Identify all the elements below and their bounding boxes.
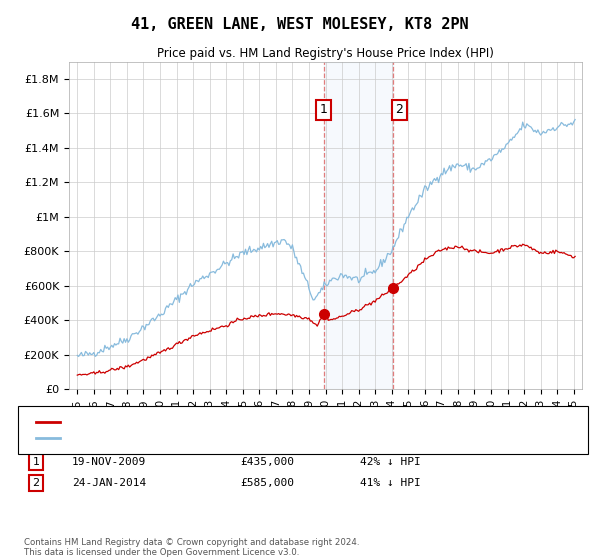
Text: £435,000: £435,000 [240,457,294,467]
Text: 2: 2 [395,104,403,116]
Text: 1: 1 [32,457,40,467]
Text: 41, GREEN LANE, WEST MOLESEY, KT8 2PN: 41, GREEN LANE, WEST MOLESEY, KT8 2PN [131,17,469,32]
Text: 42% ↓ HPI: 42% ↓ HPI [360,457,421,467]
Text: HPI: Average price, detached house, Elmbridge: HPI: Average price, detached house, Elmb… [66,433,312,444]
Bar [323,62,393,389]
Title: Price paid vs. HM Land Registry's House Price Index (HPI): Price paid vs. HM Land Registry's House … [157,48,494,60]
Text: £585,000: £585,000 [240,478,294,488]
Text: 24-JAN-2014: 24-JAN-2014 [72,478,146,488]
Text: Contains HM Land Registry data © Crown copyright and database right 2024.
This d: Contains HM Land Registry data © Crown c… [24,538,359,557]
Text: 19-NOV-2009: 19-NOV-2009 [72,457,146,467]
Text: 41, GREEN LANE, WEST MOLESEY, KT8 2PN (detached house): 41, GREEN LANE, WEST MOLESEY, KT8 2PN (d… [66,417,385,427]
Text: 41% ↓ HPI: 41% ↓ HPI [360,478,421,488]
Text: 1: 1 [320,104,328,116]
Text: 2: 2 [32,478,40,488]
